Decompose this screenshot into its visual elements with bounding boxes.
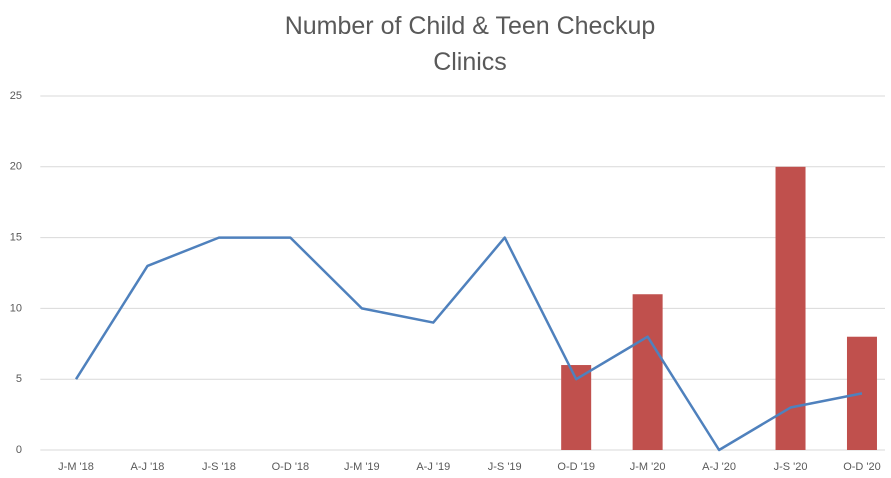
- x-tick-label: A-J '18: [131, 461, 165, 473]
- x-tick-label: J-S '20: [774, 461, 808, 473]
- x-tick-label: J-M '18: [58, 461, 94, 473]
- y-tick-label: 25: [10, 90, 22, 102]
- line: [74, 236, 863, 452]
- y-tick-label: 5: [16, 373, 22, 385]
- x-tick-label: A-J '20: [702, 461, 736, 473]
- x-tick-label: O-D '19: [557, 461, 595, 473]
- x-tick-label: J-S '18: [202, 461, 236, 473]
- bar: [632, 294, 663, 450]
- x-tick-label: J-S '19: [488, 461, 522, 473]
- y-tick-label: 10: [10, 302, 22, 314]
- y-tick-label: 20: [10, 161, 22, 173]
- bar: [775, 166, 806, 451]
- x-tick-label: A-J '19: [416, 461, 450, 473]
- y-tick-label: 15: [10, 232, 22, 244]
- x-tick-label: J-M '19: [344, 461, 380, 473]
- x-tick-label: O-D '20: [843, 461, 881, 473]
- y-tick-label: 0: [16, 444, 22, 456]
- x-tick-label: J-M '20: [630, 461, 666, 473]
- x-tick-label: O-D '18: [272, 461, 310, 473]
- chart-title: Number of Child & Teen Checkup Clinics: [284, 12, 656, 76]
